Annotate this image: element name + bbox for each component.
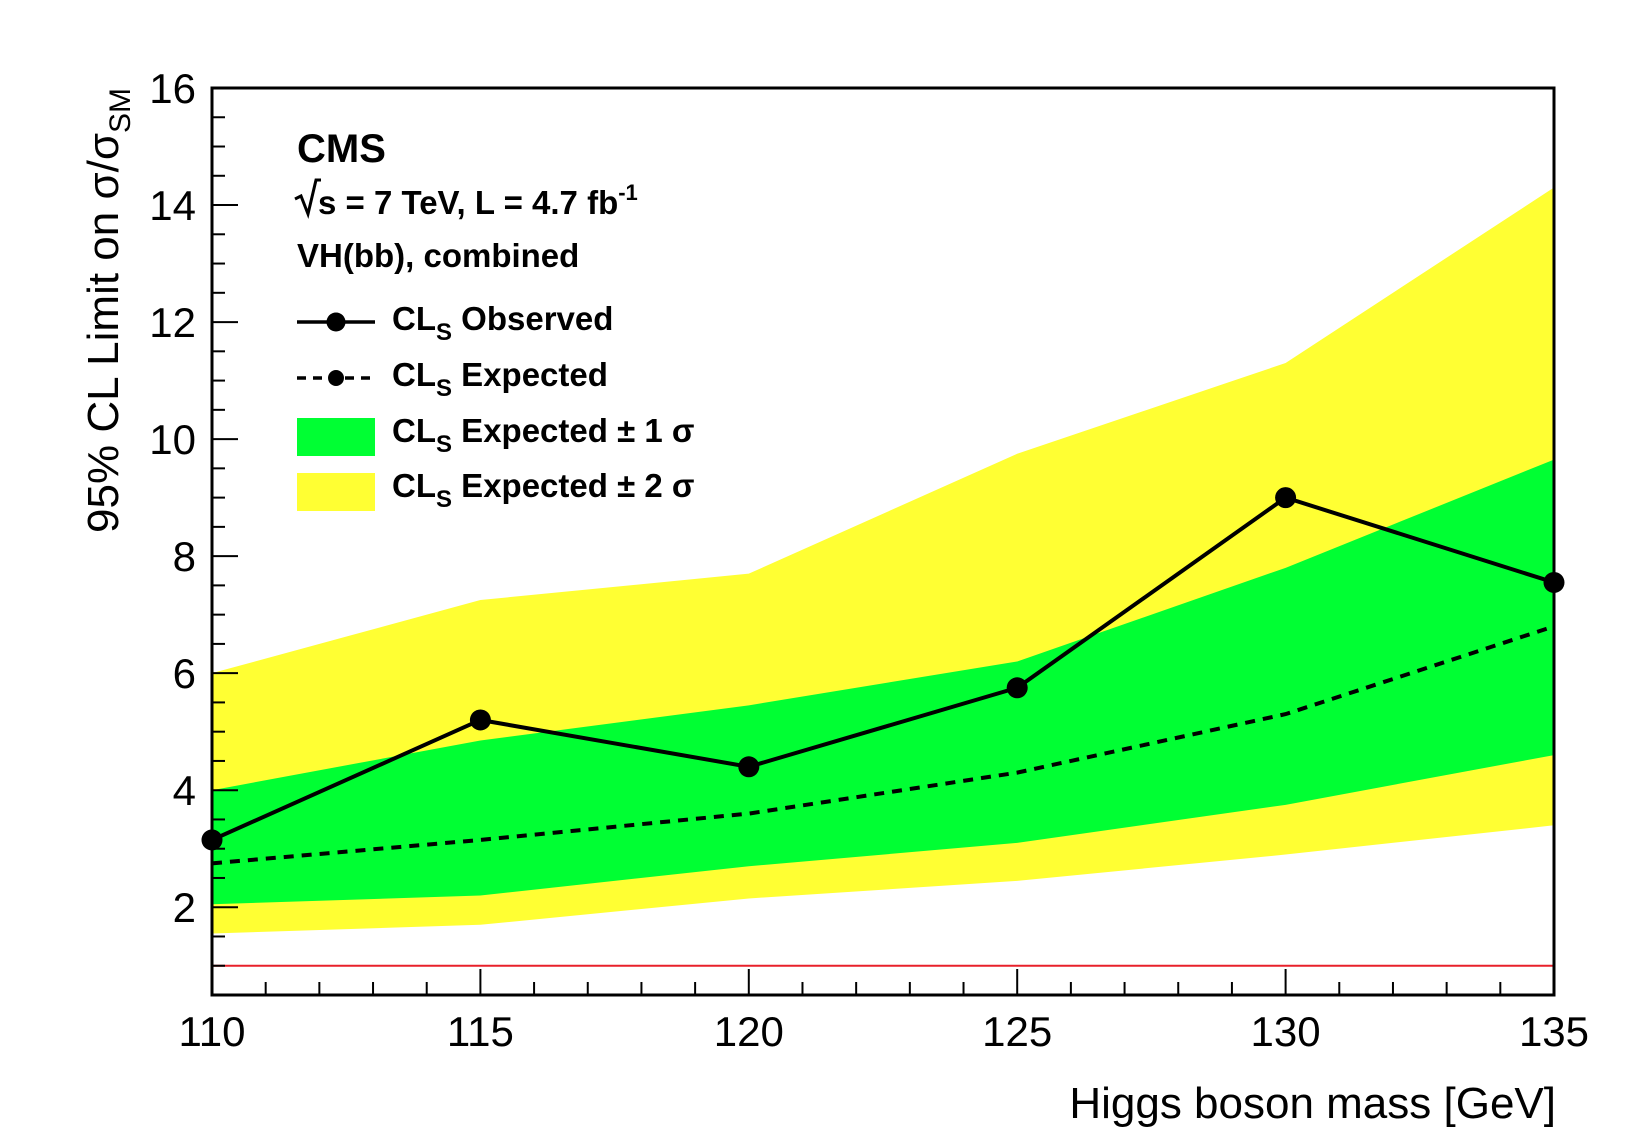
legend-entry-band1: CLS Expected ± 1 σ — [297, 412, 694, 458]
svg-text:CLS Observed: CLS Observed — [392, 300, 613, 346]
y-axis-title-main: 95% CL Limit on σ/σ — [79, 133, 128, 533]
svg-text:CLS Expected ± 2 σ: CLS Expected ± 2 σ — [392, 467, 694, 513]
sqrt-symbol — [294, 178, 321, 220]
plot-frame — [210, 86, 1556, 997]
svg-text:CLS Expected: CLS Expected — [392, 356, 608, 402]
energy-lumi-text: s = 7 TeV, L = 4.7 fb — [318, 184, 618, 221]
x-tick-label: 110 — [179, 1008, 246, 1055]
legend-expected-suffix: Expected — [452, 356, 608, 393]
y-tick-label: 8 — [173, 533, 196, 580]
y-tick-label: 14 — [149, 182, 196, 229]
expected-line — [211, 624, 1555, 866]
x-tick-label: 135 — [1519, 1008, 1589, 1055]
legend-band1-prefix: CL — [392, 412, 436, 449]
y-tick-label: 16 — [149, 65, 196, 112]
legend-observed-suffix: Observed — [452, 300, 613, 337]
y-tick-label: 4 — [173, 767, 196, 814]
legend: CLS Observed CLS Expected CLS Expected ±… — [297, 300, 694, 513]
legend-entry-expected: CLS Expected — [297, 356, 608, 402]
legend-observed-marker — [326, 312, 346, 332]
y-tick-label: 12 — [149, 299, 196, 346]
band1-area — [212, 459, 1554, 905]
tick-labels: 110 115 120 125 130 135 2 4 6 8 10 12 14 16 — [149, 65, 1589, 1055]
y-tick-label: 10 — [149, 416, 196, 463]
plot-header: CMS s = 7 TeV, L = 4.7 fb-1 VH(bb), comb… — [294, 127, 638, 274]
legend-observed-sub: S — [436, 319, 452, 346]
svg-text:CLS Expected ± 1 σ: CLS Expected ± 1 σ — [392, 412, 694, 458]
experiment-label: CMS — [297, 127, 386, 171]
y-axis-title: 95% CL Limit on σ/σSM — [79, 88, 137, 533]
legend-band1-suffix: Expected ± 1 σ — [452, 412, 694, 449]
legend-band1-sub: S — [436, 431, 452, 458]
legend-entry-observed: CLS Observed — [297, 300, 613, 346]
legend-band1-swatch — [297, 418, 375, 456]
observed-point — [1006, 677, 1028, 699]
energy-lumi-label: s = 7 TeV, L = 4.7 fb-1 — [294, 178, 638, 221]
energy-lumi-exponent: -1 — [618, 180, 638, 205]
y-tick-label: 2 — [173, 884, 196, 931]
error-bands — [212, 187, 1554, 934]
legend-expected-marker — [328, 370, 344, 386]
channel-label: VH(bb), combined — [297, 237, 579, 274]
x-tick-label: 130 — [1251, 1008, 1321, 1055]
observed-point — [1275, 487, 1297, 509]
plot-frame-border — [210, 86, 1556, 997]
observed-point — [469, 709, 491, 731]
x-axis-title: Higgs boson mass [GeV] — [1069, 1079, 1556, 1128]
observed-line — [211, 495, 1555, 842]
svg-text:s = 7 TeV, L = 4.7 fb-1: s = 7 TeV, L = 4.7 fb-1 — [318, 180, 638, 221]
legend-observed-prefix: CL — [392, 300, 436, 337]
legend-band2-swatch — [297, 473, 375, 511]
x-tick-label: 115 — [447, 1008, 514, 1055]
axis-ticks — [211, 87, 1555, 996]
series-lines — [211, 495, 1555, 866]
x-tick-label: 125 — [982, 1008, 1052, 1055]
observed-point — [738, 756, 760, 778]
legend-band2-suffix: Expected ± 2 σ — [452, 467, 694, 504]
legend-band2-sub: S — [436, 486, 452, 513]
legend-entry-band2: CLS Expected ± 2 σ — [297, 467, 694, 513]
y-tick-label: 6 — [173, 650, 196, 697]
legend-band2-prefix: CL — [392, 467, 436, 504]
legend-expected-sub: S — [436, 375, 452, 402]
legend-expected-prefix: CL — [392, 356, 436, 393]
x-tick-label: 120 — [714, 1008, 784, 1055]
y-axis-title-sub: SM — [104, 88, 137, 133]
